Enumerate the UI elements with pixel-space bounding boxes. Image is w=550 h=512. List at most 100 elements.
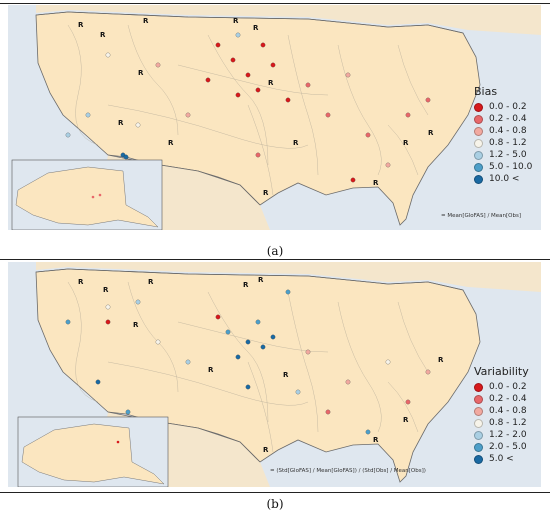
station-dot	[255, 152, 261, 158]
legend-swatch	[474, 382, 483, 392]
legend-a: Bias 0.0 - 0.2 0.2 - 0.4 0.4 - 0.8 0.8 -…	[474, 85, 532, 185]
station-dot	[270, 62, 276, 68]
station-dot	[85, 112, 91, 118]
station-dot	[255, 319, 261, 325]
map-b-canvas: R R R R R R R R R R R R	[17, 262, 541, 487]
station-dot	[215, 42, 221, 48]
station-dot	[230, 57, 236, 63]
legend-label: 0.4 - 0.8	[489, 406, 527, 416]
legend-swatch	[474, 418, 483, 428]
r-marker: R	[293, 139, 299, 147]
station-dot	[365, 429, 371, 435]
legend-label: 5.0 <	[489, 454, 514, 464]
r-marker: R	[403, 139, 409, 147]
legend-label: 5.0 - 10.0	[489, 162, 533, 172]
station-dot	[245, 72, 251, 78]
station-dot	[365, 132, 371, 138]
station-dot	[350, 177, 356, 183]
legend-swatch	[474, 150, 483, 160]
caption-a: (a)	[266, 244, 284, 258]
legend-item: 0.4 - 0.8	[474, 125, 532, 137]
legend-item: 1.2 - 2.0	[474, 429, 529, 441]
r-marker: R	[428, 129, 434, 137]
legend-swatch	[474, 138, 483, 148]
station-dot	[245, 384, 251, 390]
formula-b: = (Std[GloFAS] / Mean[GloFAS]) / (Std[Ob…	[270, 468, 426, 474]
station-dot	[260, 42, 266, 48]
station-dot	[385, 162, 391, 168]
station-dot	[65, 319, 71, 325]
legend-swatch	[474, 406, 483, 416]
legend-label: 1.2 - 5.0	[489, 150, 527, 160]
legend-item: 5.0 <	[474, 453, 529, 465]
station-dot	[95, 379, 101, 385]
legend-swatch	[474, 454, 483, 464]
station-dot	[155, 339, 161, 345]
station-dot	[285, 97, 291, 103]
station-dot	[255, 87, 261, 93]
bottom-rule	[0, 492, 550, 493]
legend-label: 0.2 - 0.4	[489, 114, 527, 124]
station-dot	[425, 369, 431, 375]
river-network	[67, 24, 429, 196]
legend-swatch	[474, 442, 483, 452]
legend-title: Bias	[474, 85, 498, 98]
r-marker: R	[103, 286, 109, 294]
r-marker: R	[258, 276, 264, 284]
formula-text: = (Std[GloFAS] / Mean[GloFAS]) / (Std[Ob…	[270, 468, 426, 474]
legend-title: Variability	[474, 365, 529, 378]
r-marker: R	[438, 356, 444, 364]
legend-item: 10.0 <	[474, 173, 532, 185]
legend-swatch	[474, 174, 483, 184]
r-marker: R	[143, 17, 149, 25]
station-dot	[270, 334, 276, 340]
legend-item: 0.0 - 0.2	[474, 101, 532, 113]
station-dot	[305, 82, 311, 88]
map-a-canvas: R R R R R R R R R R R R R R	[11, 5, 541, 230]
r-marker: R	[373, 436, 379, 444]
caption-b: (b)	[266, 497, 284, 511]
station-dot	[385, 359, 391, 365]
legend-label: 0.2 - 0.4	[489, 394, 527, 404]
station-dot	[405, 399, 411, 405]
station-dot	[345, 72, 351, 78]
legend-label: 0.8 - 1.2	[489, 138, 527, 148]
legend-swatch	[474, 102, 483, 112]
r-marker: R	[263, 446, 269, 454]
legend-label: 0.4 - 0.8	[489, 126, 527, 136]
legend-item: 0.8 - 1.2	[474, 417, 529, 429]
r-marker: R	[138, 69, 144, 77]
formula-a: = Mean[GloFAS] / Mean[Obs]	[441, 213, 521, 219]
legend-swatch	[474, 162, 483, 172]
station-dot	[155, 62, 161, 68]
alaska-landmass	[21, 423, 165, 485]
canada-border-line	[35, 11, 464, 34]
r-marker: R	[168, 139, 174, 147]
station-dots-a	[65, 32, 431, 183]
r-marker: R	[233, 17, 239, 25]
station-dot	[105, 319, 111, 325]
r-marker: R	[133, 321, 139, 329]
map-panel-a: R R R R R R R R R R R R R R Bias 0.0 - 0…	[8, 5, 541, 230]
r-marker: R	[78, 21, 84, 29]
station-dot	[245, 339, 251, 345]
legend-label: 10.0 <	[489, 174, 520, 184]
legend-item: 2.0 - 5.0	[474, 441, 529, 453]
station-dot	[225, 329, 231, 335]
r-marker: R	[403, 416, 409, 424]
alaska-station	[91, 195, 95, 199]
station-dot	[425, 97, 431, 103]
station-dots-b	[65, 289, 431, 435]
station-dot	[185, 112, 191, 118]
formula-text: = Mean[GloFAS] / Mean[Obs]	[441, 213, 522, 219]
r-marker: R	[100, 31, 106, 39]
r-markers-a: R R R R R R R R R R R R R R	[78, 17, 434, 197]
legend-item: 0.8 - 1.2	[474, 137, 532, 149]
legend-swatch	[474, 114, 483, 124]
r-marker: R	[263, 189, 269, 197]
station-dot	[135, 122, 141, 128]
station-dot	[185, 359, 191, 365]
r-marker: R	[78, 278, 84, 286]
legend-item: 0.2 - 0.4	[474, 393, 529, 405]
alaska-landmass	[15, 166, 159, 228]
